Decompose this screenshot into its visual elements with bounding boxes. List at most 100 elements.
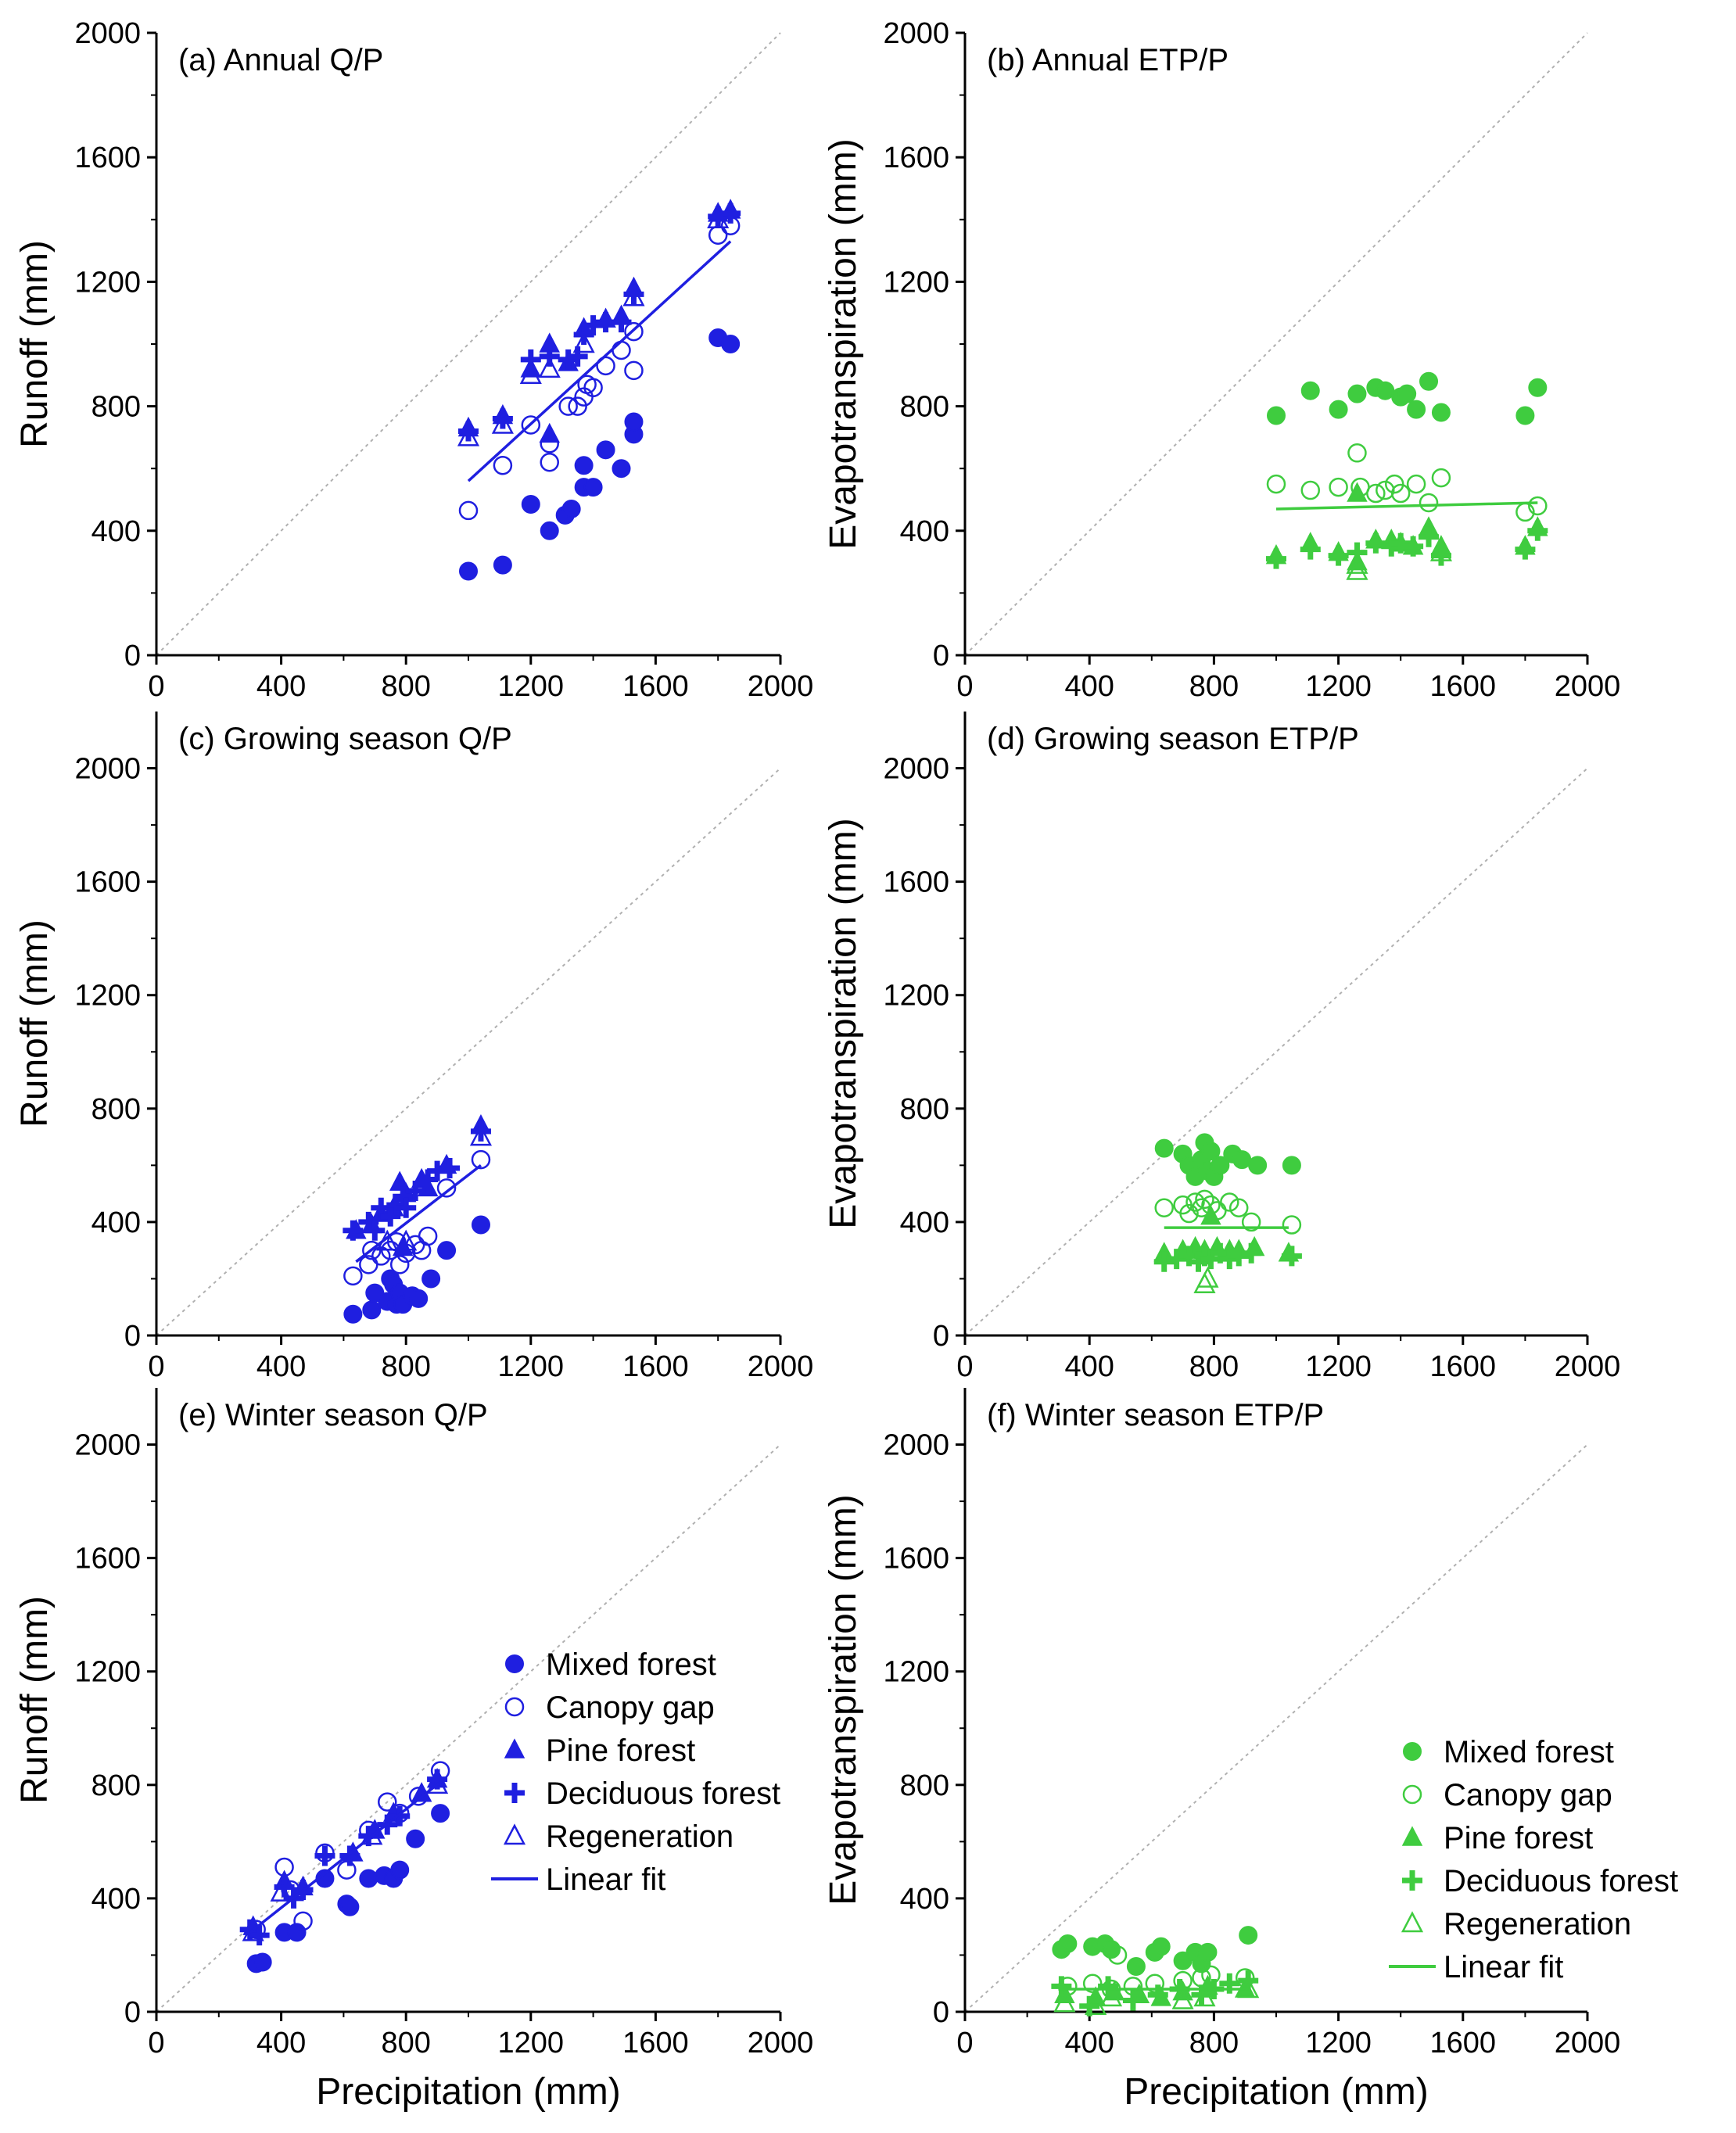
y-tick-label: 1600 — [883, 866, 949, 899]
legend-marker — [504, 1783, 525, 1803]
data-point — [457, 425, 480, 446]
y-tick-label: 400 — [900, 1883, 949, 1916]
data-point — [1166, 1249, 1187, 1270]
legend-label: Pine forest — [1444, 1821, 1593, 1855]
data-point — [340, 1897, 360, 1916]
series-regeneration — [1346, 540, 1453, 580]
data-point — [1200, 1205, 1221, 1225]
data-point — [389, 1255, 410, 1274]
y-tick-label: 2000 — [74, 753, 141, 786]
legend-label: Deciduous forest — [546, 1776, 780, 1811]
panel-a: 0 400 800 1200 1600 2000 0 400 800 1200 1600 2000 (a… — [14, 17, 813, 703]
data-point — [491, 412, 514, 434]
legend-entry: Canopy gap — [504, 1690, 715, 1725]
data-point — [339, 1845, 360, 1866]
y-tick-label: 400 — [91, 1883, 141, 1916]
data-point — [583, 478, 603, 497]
data-point — [1282, 1156, 1301, 1175]
x-tick-label: 0 — [148, 2027, 164, 2060]
series-deciduous-forest — [458, 203, 741, 442]
data-point — [1347, 443, 1367, 463]
data-point — [458, 500, 479, 521]
y-tick-label: 1200 — [74, 1656, 141, 1689]
y-tick-label: 1200 — [74, 266, 141, 299]
y-tick-label: 1200 — [883, 980, 949, 1013]
data-point — [1528, 378, 1548, 397]
data-point — [1390, 483, 1411, 504]
y-tick-label: 0 — [933, 1996, 949, 2029]
data-point — [1266, 548, 1286, 569]
series-deciduous-forest — [1153, 1242, 1302, 1272]
data-point — [611, 312, 632, 333]
series-mixed-forest — [459, 328, 741, 581]
data-point — [492, 408, 513, 429]
y-axis-label: Runoff (mm) — [14, 920, 56, 1127]
x-tick-label: 1200 — [498, 2027, 565, 2060]
x-tick-label: 800 — [1189, 1350, 1239, 1383]
data-point — [418, 1226, 438, 1246]
x-tick-label: 0 — [956, 1350, 973, 1383]
y-axis-label: Evapotranspiration (mm) — [823, 818, 864, 1229]
legend-runoff: Mixed forest Canopy gap Pine forest Deciduo… — [491, 1647, 780, 1897]
data-point — [720, 203, 741, 224]
data-point — [1403, 536, 1424, 557]
legend-label: Deciduous forest — [1444, 1864, 1678, 1898]
x-tick-label: 0 — [956, 2027, 973, 2060]
data-point — [1347, 384, 1367, 403]
legend-marker — [503, 1823, 526, 1845]
data-point — [1051, 1976, 1072, 1997]
data-point — [359, 1869, 378, 1888]
data-point — [1407, 400, 1426, 419]
y-tick-label: 800 — [91, 391, 141, 424]
data-point — [1431, 403, 1451, 422]
x-tick-label: 800 — [1189, 670, 1239, 703]
data-point — [390, 1860, 410, 1880]
data-point — [1085, 1994, 1107, 2015]
data-point — [293, 1911, 313, 1931]
data-point — [1151, 1937, 1171, 1956]
data-point — [469, 1124, 493, 1146]
data-point — [1232, 1150, 1252, 1170]
legend-label: Linear fit — [546, 1862, 665, 1897]
linear-fit-line — [1275, 501, 1538, 511]
y-tick-label: 800 — [900, 1093, 949, 1126]
data-point — [362, 1300, 382, 1320]
data-point — [1282, 1215, 1302, 1235]
data-point — [437, 1241, 457, 1260]
data-point — [1300, 539, 1321, 560]
y-tick-label: 2000 — [883, 753, 949, 786]
x-axis-label: Precipitation (mm) — [316, 2071, 620, 2113]
data-point — [1406, 474, 1426, 494]
legend-label: Pine forest — [546, 1733, 695, 1768]
data-point — [519, 363, 542, 385]
data-point — [1419, 493, 1439, 513]
data-point — [1300, 480, 1321, 500]
y-tick-label: 800 — [900, 1769, 949, 1802]
panel-e: 0 400 800 1200 1600 2000 0 400 800 1200 1600 2000 (e… — [14, 1388, 813, 2113]
legend-label: Regeneration — [1444, 1907, 1631, 1941]
panel-f: 0 400 800 1200 1600 2000 0 400 800 1200 1600 2000 (f… — [823, 1388, 1620, 2113]
x-tick-label: 400 — [1064, 2027, 1114, 2060]
data-point — [1419, 371, 1439, 391]
y-axis-label: Runoff (mm) — [14, 240, 56, 448]
x-tick-label: 1600 — [622, 670, 689, 703]
y-tick-label: 2000 — [883, 1429, 949, 1462]
data-point — [1198, 1942, 1218, 1962]
data-point — [574, 456, 594, 475]
data-point — [409, 1289, 429, 1308]
x-tick-label: 1600 — [1430, 670, 1497, 703]
data-point — [343, 1266, 363, 1286]
legend-entry: Pine forest — [1401, 1821, 1593, 1855]
one-to-one-line — [964, 32, 1588, 656]
y-axis-label: Evapotranspiration (mm) — [823, 1494, 864, 1905]
legend-entry: Mixed forest — [1403, 1735, 1614, 1769]
y-tick-label: 800 — [900, 391, 949, 424]
data-point — [1196, 1266, 1219, 1288]
y-tick-label: 0 — [124, 1320, 141, 1353]
data-point — [389, 1805, 411, 1826]
x-tick-label: 2000 — [748, 1350, 814, 1383]
x-tick-label: 2000 — [748, 670, 814, 703]
legend-label: Canopy gap — [546, 1690, 715, 1725]
data-point — [242, 1920, 264, 1941]
legend-label: Mixed forest — [546, 1647, 716, 1682]
